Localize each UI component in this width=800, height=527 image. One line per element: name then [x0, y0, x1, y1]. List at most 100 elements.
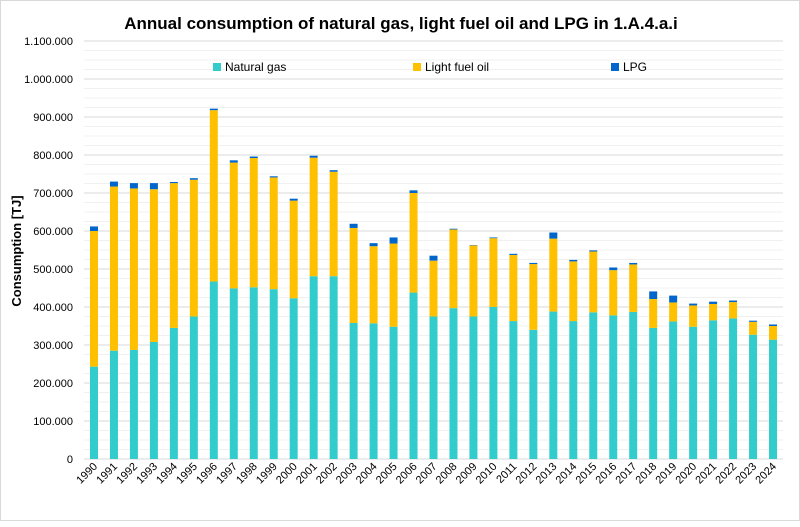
bar-light-fuel-oil	[569, 261, 577, 321]
bar-light-fuel-oil	[410, 193, 418, 293]
bar-natural-gas	[310, 276, 318, 459]
x-tick-label: 2023	[733, 461, 759, 487]
bar-light-fuel-oil	[629, 264, 637, 312]
bar-lpg	[310, 156, 318, 158]
bar-light-fuel-oil	[529, 264, 537, 330]
x-axis-ticks: 1990199119921993199419951996199719981999…	[74, 461, 779, 487]
x-tick-label: 2014	[554, 461, 580, 487]
bar-natural-gas	[589, 312, 597, 459]
y-tick-label: 400.000	[33, 302, 73, 314]
legend-label: LPG	[623, 60, 647, 74]
bar-light-fuel-oil	[330, 172, 338, 277]
bar-light-fuel-oil	[150, 189, 158, 342]
bar-natural-gas	[110, 351, 118, 459]
bar-lpg	[689, 304, 697, 306]
bar-natural-gas	[150, 342, 158, 459]
bar-lpg	[449, 229, 457, 230]
legend-swatch	[213, 63, 221, 71]
bar-lpg	[230, 160, 238, 162]
bar-natural-gas	[390, 327, 398, 459]
bar-light-fuel-oil	[469, 245, 477, 316]
bar-lpg	[190, 178, 198, 180]
bar-natural-gas	[569, 321, 577, 459]
y-tick-label: 900.000	[33, 112, 73, 124]
x-tick-label: 2002	[314, 461, 340, 487]
bar-natural-gas	[270, 289, 278, 459]
bar-lpg	[529, 263, 537, 264]
x-tick-label: 1990	[74, 461, 100, 487]
bar-natural-gas	[709, 320, 717, 459]
bar-lpg	[130, 183, 138, 188]
x-tick-label: 2013	[534, 461, 560, 487]
bar-light-fuel-oil	[170, 183, 178, 328]
bar-light-fuel-oil	[489, 238, 497, 307]
x-tick-label: 1991	[94, 461, 120, 487]
bar-natural-gas	[290, 298, 298, 459]
bar-light-fuel-oil	[430, 261, 438, 317]
bar-light-fuel-oil	[729, 302, 737, 318]
x-tick-label: 2015	[574, 461, 600, 487]
x-tick-label: 2006	[394, 461, 420, 487]
y-tick-label: 1.100.000	[24, 36, 73, 48]
x-tick-label: 1995	[174, 461, 200, 487]
bar-lpg	[749, 321, 757, 322]
bar-light-fuel-oil	[350, 228, 358, 323]
bar-lpg	[150, 183, 158, 189]
bar-natural-gas	[370, 323, 378, 459]
bar-lpg	[350, 224, 358, 228]
bar-light-fuel-oil	[390, 244, 398, 327]
x-tick-label: 2020	[673, 461, 699, 487]
bar-light-fuel-oil	[130, 188, 138, 350]
bar-light-fuel-oil	[210, 110, 218, 281]
bar-lpg	[589, 250, 597, 251]
y-tick-label: 200.000	[33, 378, 73, 390]
x-tick-label: 2004	[354, 461, 380, 487]
x-tick-label: 1996	[194, 461, 220, 487]
legend-label: Natural gas	[225, 60, 286, 74]
y-axis-ticks: 0100.000200.000300.000400.000500.000600.…	[24, 36, 73, 466]
bar-light-fuel-oil	[689, 305, 697, 326]
x-tick-label: 1992	[114, 461, 140, 487]
bar-natural-gas	[489, 307, 497, 459]
bar-lpg	[669, 296, 677, 303]
bar-light-fuel-oil	[509, 255, 517, 321]
x-tick-label: 2011	[494, 461, 519, 486]
bar-natural-gas	[350, 323, 358, 459]
bar-lpg	[270, 176, 278, 177]
x-tick-label: 2000	[274, 461, 300, 487]
y-tick-label: 500.000	[33, 264, 73, 276]
bar-lpg	[489, 237, 497, 238]
bar-natural-gas	[170, 328, 178, 459]
y-axis-label: Consumption [TJ]	[9, 195, 24, 306]
bar-light-fuel-oil	[449, 229, 457, 308]
bar-lpg	[210, 109, 218, 111]
bar-light-fuel-oil	[749, 322, 757, 335]
bar-natural-gas	[549, 312, 557, 459]
x-tick-label: 1997	[214, 461, 240, 487]
bar-lpg	[110, 182, 118, 187]
bar-lpg	[170, 182, 178, 183]
x-tick-label: 2018	[634, 461, 660, 487]
bar-natural-gas	[529, 330, 537, 459]
bar-lpg	[290, 199, 298, 201]
bar-lpg	[649, 291, 657, 299]
bar-natural-gas	[649, 328, 657, 459]
y-tick-label: 800.000	[33, 150, 73, 162]
bar-light-fuel-oil	[190, 180, 198, 317]
bar-natural-gas	[769, 340, 777, 459]
x-tick-label: 2003	[334, 461, 360, 487]
bar-lpg	[90, 226, 98, 231]
x-tick-label: 1993	[134, 461, 160, 487]
bar-light-fuel-oil	[90, 231, 98, 367]
y-tick-label: 600.000	[33, 226, 73, 238]
x-tick-label: 2009	[454, 461, 480, 487]
bar-light-fuel-oil	[769, 326, 777, 340]
bar-lpg	[609, 267, 617, 270]
bar-light-fuel-oil	[270, 177, 278, 289]
bar-natural-gas	[410, 293, 418, 459]
bar-light-fuel-oil	[110, 187, 118, 351]
x-tick-label: 2001	[294, 461, 320, 487]
x-tick-label: 2017	[614, 461, 640, 487]
